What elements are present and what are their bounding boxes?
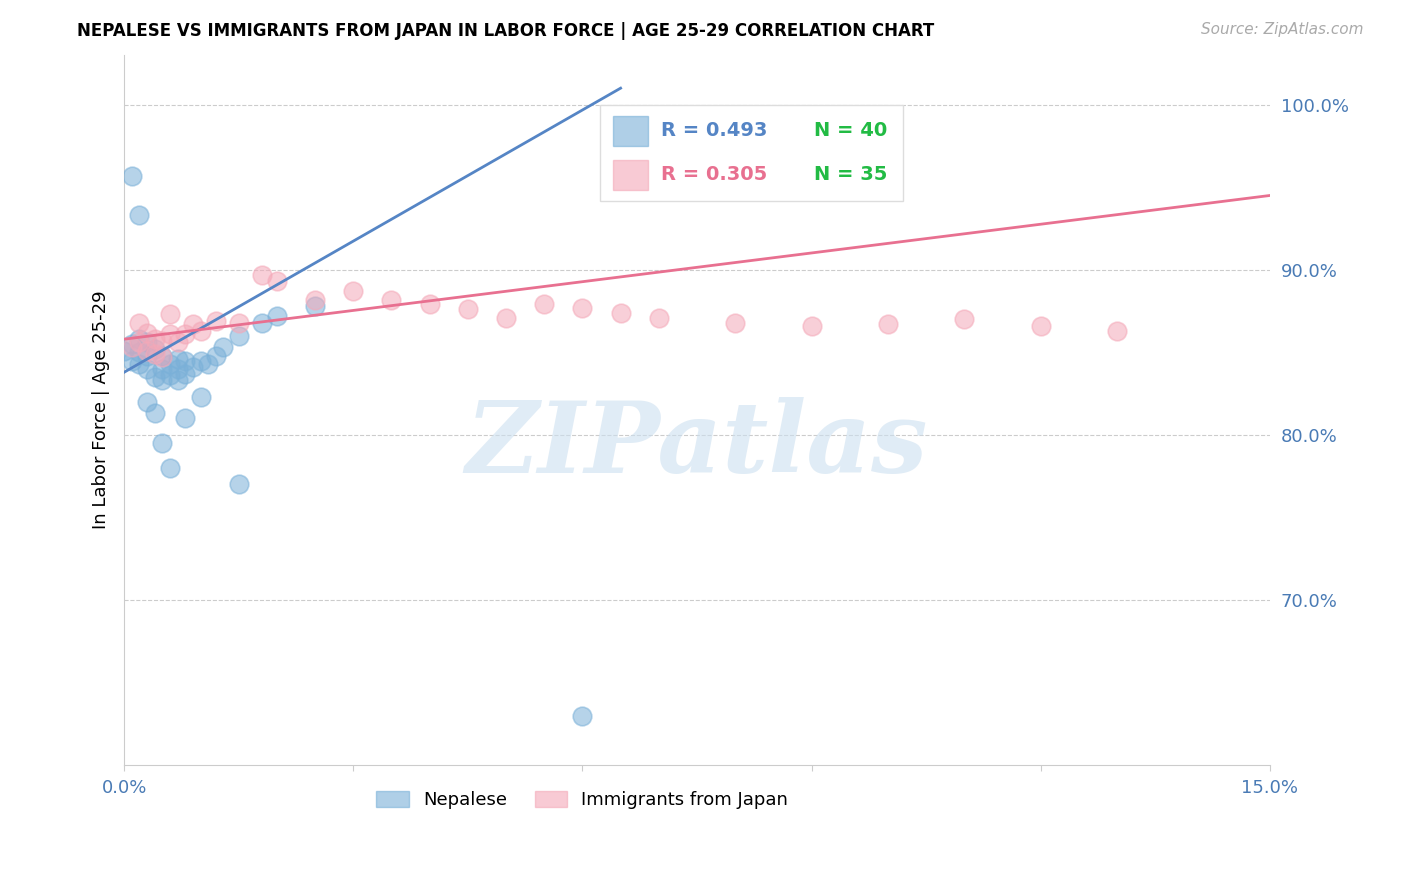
Text: R = 0.493: R = 0.493: [661, 121, 768, 140]
Text: NEPALESE VS IMMIGRANTS FROM JAPAN IN LABOR FORCE | AGE 25-29 CORRELATION CHART: NEPALESE VS IMMIGRANTS FROM JAPAN IN LAB…: [77, 22, 935, 40]
Point: [953, 312, 976, 326]
Point: [800, 318, 823, 333]
Point: [166, 351, 188, 366]
Point: [876, 318, 898, 332]
Y-axis label: In Labor Force | Age 25-29: In Labor Force | Age 25-29: [93, 291, 110, 530]
Point: [121, 353, 143, 368]
Point: [128, 208, 150, 222]
Point: [174, 327, 197, 342]
Point: [419, 297, 441, 311]
Point: [143, 332, 166, 346]
Point: [250, 316, 273, 330]
Point: [533, 297, 555, 311]
Text: N = 40: N = 40: [814, 121, 887, 140]
Point: [174, 411, 197, 425]
Point: [380, 293, 402, 307]
Point: [152, 334, 174, 348]
Point: [1105, 324, 1128, 338]
Point: [181, 318, 204, 332]
Point: [174, 367, 197, 381]
Point: [266, 274, 288, 288]
Point: [152, 436, 174, 450]
Point: [495, 310, 517, 325]
Point: [128, 332, 150, 346]
Point: [128, 335, 150, 350]
FancyBboxPatch shape: [613, 116, 648, 145]
Point: [143, 347, 166, 361]
Point: [228, 477, 250, 491]
Point: [190, 353, 212, 368]
Point: [128, 345, 150, 359]
Point: [205, 314, 228, 328]
Text: Source: ZipAtlas.com: Source: ZipAtlas.com: [1201, 22, 1364, 37]
Point: [159, 357, 181, 371]
Point: [266, 309, 288, 323]
Point: [136, 326, 159, 340]
Point: [304, 293, 326, 307]
Point: [457, 302, 479, 317]
Text: N = 35: N = 35: [814, 165, 887, 185]
Point: [121, 340, 143, 354]
Point: [197, 357, 219, 371]
Point: [166, 335, 188, 350]
Point: [143, 370, 166, 384]
Point: [205, 349, 228, 363]
Point: [152, 349, 174, 363]
Point: [143, 342, 166, 356]
Point: [159, 368, 181, 383]
Point: [304, 299, 326, 313]
Point: [159, 327, 181, 342]
FancyBboxPatch shape: [613, 160, 648, 190]
Point: [143, 407, 166, 421]
Point: [121, 337, 143, 351]
Point: [121, 169, 143, 183]
Legend: Nepalese, Immigrants from Japan: Nepalese, Immigrants from Japan: [370, 784, 796, 816]
Point: [136, 335, 159, 350]
Point: [190, 324, 212, 338]
Point: [609, 306, 631, 320]
Text: ZIPatlas: ZIPatlas: [465, 398, 928, 494]
Point: [212, 340, 235, 354]
Point: [128, 316, 150, 330]
Point: [571, 708, 593, 723]
Point: [136, 343, 159, 358]
Point: [724, 316, 747, 330]
Point: [190, 390, 212, 404]
Point: [181, 360, 204, 375]
Text: R = 0.305: R = 0.305: [661, 165, 768, 185]
Point: [136, 349, 159, 363]
Point: [250, 268, 273, 282]
Point: [342, 285, 364, 299]
Point: [159, 461, 181, 475]
Point: [166, 362, 188, 376]
Point: [128, 357, 150, 371]
Point: [112, 343, 135, 358]
Point: [228, 329, 250, 343]
Point: [159, 307, 181, 321]
Point: [1029, 318, 1052, 333]
FancyBboxPatch shape: [599, 105, 903, 201]
Point: [136, 395, 159, 409]
Point: [228, 316, 250, 330]
Point: [136, 362, 159, 376]
Point: [166, 374, 188, 388]
Point: [571, 301, 593, 315]
Point: [648, 310, 671, 325]
Point: [174, 353, 197, 368]
Point: [152, 374, 174, 388]
Point: [152, 351, 174, 365]
Point: [152, 362, 174, 376]
